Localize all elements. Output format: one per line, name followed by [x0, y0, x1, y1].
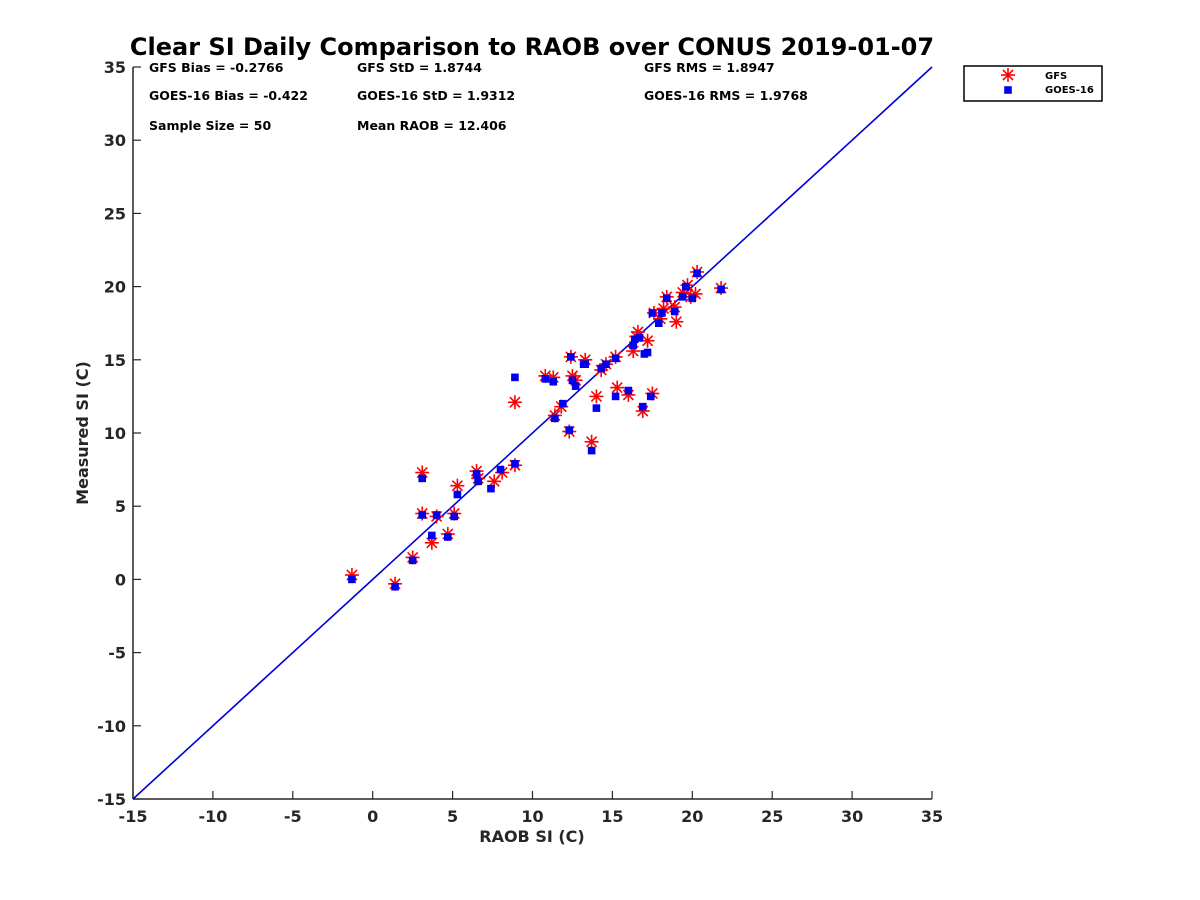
stat-gfs-bias: GFS Bias = -0.2766 — [149, 60, 284, 75]
stat-goes16-rms: GOES-16 RMS = 1.9768 — [644, 88, 808, 103]
gfs-point — [584, 434, 599, 449]
x-tick-label: 0 — [367, 807, 378, 826]
stat-gfs-std: GFS StD = 1.8744 — [357, 60, 482, 75]
goes16-point — [635, 334, 644, 342]
goes16-point — [568, 376, 577, 385]
y-tick-label: -5 — [108, 644, 126, 663]
legend-box — [963, 65, 1103, 102]
legend-gfs-label: GFS — [1045, 71, 1067, 82]
gfs-point — [450, 478, 465, 493]
goes16-point — [348, 575, 356, 584]
goes16-point — [571, 382, 580, 390]
goes16-point — [511, 373, 519, 382]
goes16-point — [496, 465, 505, 474]
goes16-point — [611, 392, 620, 401]
y-tick-label: 30 — [104, 131, 126, 150]
y-tick-label: 35 — [104, 58, 126, 77]
goes16-point — [581, 360, 590, 368]
goes16-point — [408, 556, 417, 565]
goes16-point — [472, 470, 481, 478]
legend-gfs-asterisk — [1001, 68, 1015, 82]
stats-block: GFS Bias = -0.2766 GFS StD = 1.8744 GFS … — [149, 60, 808, 133]
y-tick-label: 0 — [115, 570, 126, 589]
goes16-point — [565, 426, 574, 434]
goes16-point — [638, 402, 647, 411]
goes16-point — [658, 309, 666, 317]
x-tick-label: 35 — [921, 807, 943, 826]
x-tick-label: 15 — [601, 807, 623, 826]
y-axis-label: Measured SI (C) — [73, 361, 92, 505]
gfs-point — [610, 380, 625, 395]
chart-title: Clear SI Daily Comparison to RAOB over C… — [130, 33, 934, 61]
goes16-point — [611, 354, 620, 363]
legend-gfs-marker — [1001, 68, 1015, 82]
goes16-point — [559, 399, 567, 408]
legend-goes16-label: GOES-16 — [1045, 85, 1094, 96]
x-tick-label: -15 — [119, 807, 148, 826]
stat-goes16-bias: GOES-16 Bias = -0.422 — [149, 88, 308, 103]
y-tick-label: -10 — [97, 717, 126, 736]
goes16-point — [693, 269, 701, 278]
stat-gfs-rms: GFS RMS = 1.8947 — [644, 60, 775, 75]
gfs-point — [589, 389, 604, 404]
y-tick-label: 5 — [115, 497, 126, 516]
goes16-point — [670, 307, 679, 316]
x-tick-label: 5 — [447, 807, 458, 826]
goes16-point — [592, 404, 601, 412]
goes16-point — [629, 341, 637, 349]
goes16-point — [453, 490, 462, 499]
stat-goes16-std: GOES-16 StD = 1.9312 — [357, 88, 515, 103]
goes16-point — [624, 386, 633, 395]
y-tick-label: 25 — [104, 204, 126, 223]
legend-goes16-square — [1004, 86, 1012, 94]
x-tick-label: 25 — [761, 807, 783, 826]
goes16-point — [646, 392, 655, 401]
x-tick-label: 30 — [841, 807, 863, 826]
goes16-point — [428, 531, 436, 540]
goes16-point — [717, 285, 725, 294]
goes16-point — [418, 474, 427, 483]
x-tick-label: -10 — [198, 807, 227, 826]
gfs-point — [669, 314, 684, 329]
goes16-point — [654, 319, 663, 327]
goes16-point — [432, 511, 441, 519]
goes16-point — [602, 360, 610, 368]
y-tick-label: 20 — [104, 278, 126, 297]
plot-area: -15 -10 -5 0 5 10 15 20 25 30 35 -15 -10 -5 0 5 10 15 20 25… — [97, 58, 943, 826]
x-tick-label: 10 — [521, 807, 543, 826]
stat-mean-raob: Mean RAOB = 12.406 — [357, 118, 507, 133]
goes16-point — [682, 282, 690, 291]
stat-sample-size: Sample Size = 50 — [149, 118, 271, 133]
goes16-point — [444, 533, 452, 541]
goes16-point — [630, 335, 639, 344]
legend-goes16-marker — [1004, 86, 1012, 94]
goes16-point — [643, 348, 652, 357]
one-to-one-line — [132, 66, 933, 800]
gfs-point — [507, 395, 522, 410]
goes16-point — [648, 309, 657, 317]
goes16-point — [450, 512, 458, 521]
goes16-point — [587, 446, 596, 455]
goes16-point — [551, 414, 559, 423]
goes16-point — [487, 484, 495, 493]
goes16-point — [688, 294, 697, 303]
y-tick-label: -15 — [97, 790, 126, 809]
y-tick-label: 10 — [104, 424, 126, 443]
x-tick-label: 20 — [681, 807, 703, 826]
goes16-point — [549, 377, 558, 386]
legend: GFS GOES-16 — [963, 65, 1103, 102]
goes16-point — [541, 375, 550, 383]
goes16-point — [597, 364, 606, 373]
goes16-point — [511, 459, 519, 468]
y-tick-label: 15 — [104, 351, 126, 370]
goes16-point — [567, 353, 575, 361]
x-tick-label: -5 — [284, 807, 302, 826]
goes16-point — [662, 294, 671, 303]
x-axis-label: RAOB SI (C) — [479, 827, 584, 846]
goes16-point — [391, 582, 399, 591]
goes16-point — [678, 293, 687, 301]
goes16-point — [418, 511, 427, 519]
goes16-point — [474, 477, 482, 486]
